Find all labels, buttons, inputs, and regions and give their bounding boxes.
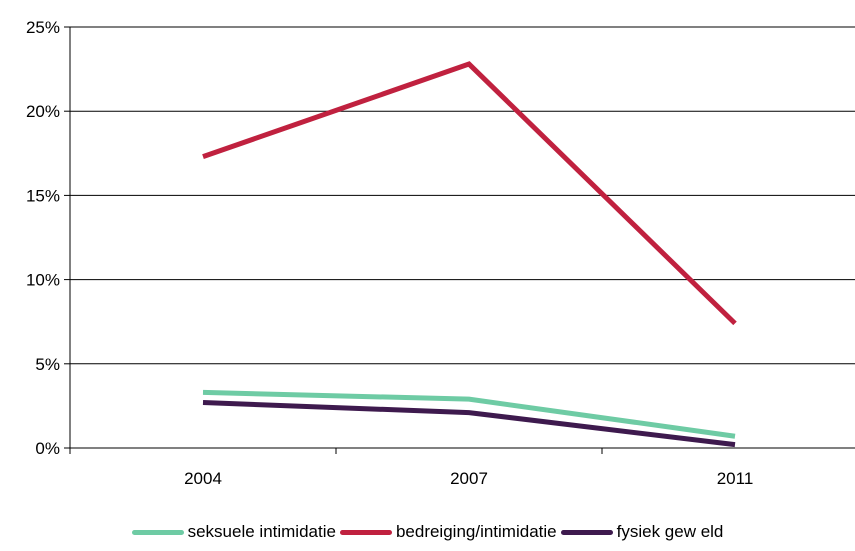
series-line-seksuele-intimidatie: [202, 389, 736, 439]
legend-item-seksuele-intimidatie: seksuele intimidatie: [131, 522, 336, 542]
y-tick-label: 5%: [35, 355, 60, 374]
x-tick-label: 2004: [184, 469, 222, 488]
legend-item-bedreiging-intimidatie: bedreiging/intimidatie: [339, 522, 557, 542]
legend-label: seksuele intimidatie: [187, 522, 336, 541]
series-line-bedreiging-intimidatie: [202, 61, 737, 326]
series-lines: [202, 61, 737, 448]
legend: seksuele intimidatie bedreiging/intimida…: [0, 522, 855, 542]
y-tick-label: 15%: [26, 186, 60, 205]
legend-item-fysiek-geweld: fysiek gew eld: [560, 522, 724, 542]
legend-swatch: [339, 529, 392, 535]
grid-lines: [70, 26, 855, 365]
line-chart: 0% 5% 10% 15% 20% 25% 2004 2007 2011: [26, 18, 855, 488]
legend-swatch: [560, 529, 613, 535]
y-tick-label: 25%: [26, 18, 60, 37]
x-axis-ticks: 2004 2007 2011: [69, 448, 754, 488]
legend-label: fysiek gew eld: [616, 522, 724, 541]
axes: [69, 27, 855, 449]
legend-swatch: [131, 529, 184, 535]
series-line-fysiek-gew-eld: [202, 400, 736, 448]
y-tick-label: 0%: [35, 439, 60, 458]
x-tick-label: 2011: [717, 469, 754, 488]
legend-label: bedreiging/intimidatie: [395, 522, 557, 541]
y-tick-label: 20%: [26, 102, 60, 121]
y-axis-ticks: 0% 5% 10% 15% 20% 25%: [26, 18, 70, 458]
y-tick-label: 10%: [26, 271, 60, 290]
x-tick-label: 2007: [450, 469, 488, 488]
